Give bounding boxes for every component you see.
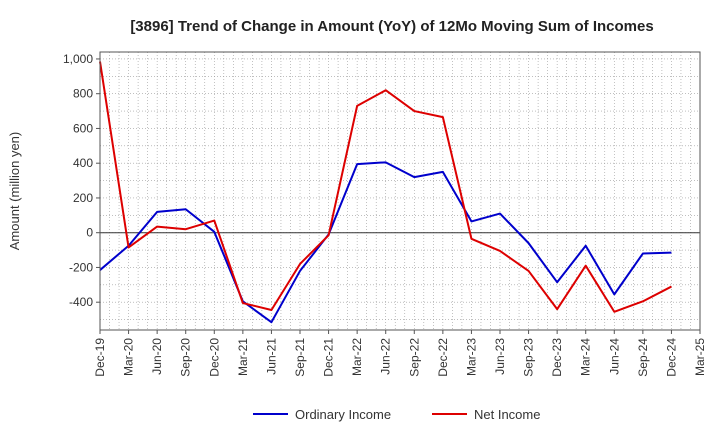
x-tick-label: Dec-24 <box>664 338 678 377</box>
x-tick-label: Dec-19 <box>93 338 107 377</box>
series-line-net-income <box>99 61 672 313</box>
x-tick-label: Dec-21 <box>322 338 336 377</box>
x-tick-label: Mar-23 <box>464 338 478 376</box>
x-tick-label: Jun-22 <box>379 338 393 375</box>
y-tick-label: 0 <box>86 226 93 240</box>
y-tick-label: 1,000 <box>63 52 93 66</box>
x-tick-label: Mar-22 <box>350 338 364 376</box>
y-tick-label: 400 <box>73 156 93 170</box>
x-tick-label: Sep-24 <box>636 338 650 377</box>
x-tick-label: Mar-24 <box>579 338 593 376</box>
x-tick-label: Jun-20 <box>150 338 164 375</box>
x-tick-label: Jun-23 <box>493 338 507 375</box>
x-ticks: Dec-19 Mar-20 Jun-20 Sep-20 Dec-20 Mar-21 Jun-… <box>93 330 707 377</box>
x-tick-label: Dec-23 <box>550 338 564 377</box>
series-line-ordinary-income <box>99 161 672 324</box>
x-tick-label: Sep-22 <box>407 338 421 377</box>
y-tick-label: -200 <box>69 260 93 274</box>
legend-label: Net Income <box>474 407 540 422</box>
x-tick-label: Mar-20 <box>122 338 136 376</box>
legend: Ordinary Income Net Income <box>253 407 540 422</box>
y-tick-label: 800 <box>73 87 93 101</box>
y-tick-label: 200 <box>73 191 93 205</box>
y-axis-label: Amount (million yen) <box>7 132 22 251</box>
x-tick-label: Sep-23 <box>522 338 536 377</box>
y-tick-label: -400 <box>69 295 93 309</box>
plot-frame <box>99 51 701 331</box>
x-tick-label: Mar-21 <box>236 338 250 376</box>
series <box>99 61 672 324</box>
x-tick-label: Dec-20 <box>207 338 221 377</box>
x-tick-label: Mar-25 <box>693 338 707 376</box>
x-tick-label: Sep-21 <box>293 338 307 377</box>
x-tick-label: Jun-24 <box>607 338 621 375</box>
legend-label: Ordinary Income <box>295 407 391 422</box>
x-tick-label: Jun-21 <box>264 338 278 375</box>
y-ticks: -400 -200 0 200 400 600 800 1,000 <box>63 52 100 309</box>
y-tick-label: 600 <box>73 121 93 135</box>
chart-title: [3896] Trend of Change in Amount (YoY) o… <box>130 18 653 35</box>
grid <box>99 52 701 330</box>
x-tick-label: Sep-20 <box>179 338 193 377</box>
x-tick-label: Dec-22 <box>436 338 450 377</box>
